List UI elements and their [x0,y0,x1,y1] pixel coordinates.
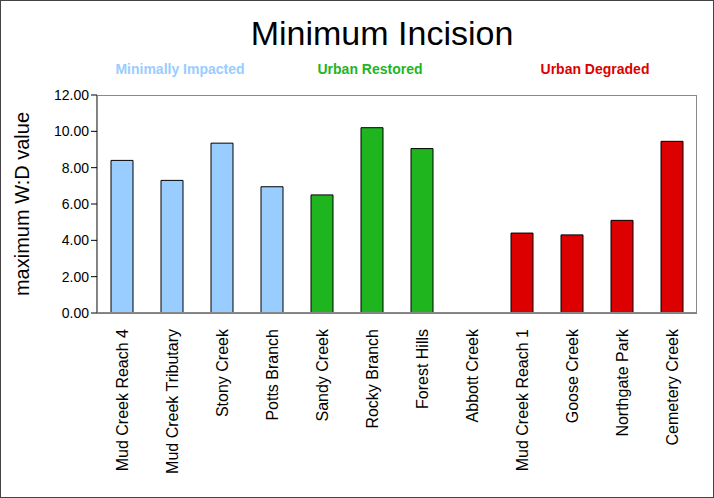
svg-text:Mud Creek Tributary: Mud Creek Tributary [164,329,181,474]
svg-text:0.00: 0.00 [62,305,89,321]
svg-text:Cemetery Creek: Cemetery Creek [664,328,681,445]
svg-text:Stony Creek: Stony Creek [214,328,231,417]
svg-text:Mud Creek Reach 4: Mud Creek Reach 4 [114,329,131,471]
svg-text:Abbott Creek: Abbott Creek [464,328,481,422]
svg-text:Forest Hills: Forest Hills [414,329,431,409]
html-text:Urban Restored: Urban Restored [317,61,423,77]
svg-text:maximum W:D value: maximum W:D value [11,112,33,296]
html-text:Minimally Impacted: Minimally Impacted [115,61,245,77]
svg-text:12.00: 12.00 [54,87,89,103]
svg-text:4.00: 4.00 [62,232,89,248]
svg-text:8.00: 8.00 [62,160,89,176]
svg-text:2.00: 2.00 [62,269,89,285]
svg-text:Sandy Creek: Sandy Creek [314,328,331,421]
svg-text:Rocky Branch: Rocky Branch [364,329,381,429]
svg-text:Northgate Park: Northgate Park [614,328,631,437]
html-text:Urban Degraded: Urban Degraded [540,61,650,77]
svg-text:10.00: 10.00 [54,123,89,139]
html-text:Minimum Incision: Minimum Incision [250,14,514,52]
svg-text:Goose Creek: Goose Creek [564,328,581,423]
svg-text:Potts Branch: Potts Branch [264,329,281,421]
svg-text:6.00: 6.00 [62,196,89,212]
svg-text:Mud Creek Reach 1: Mud Creek Reach 1 [514,329,531,471]
